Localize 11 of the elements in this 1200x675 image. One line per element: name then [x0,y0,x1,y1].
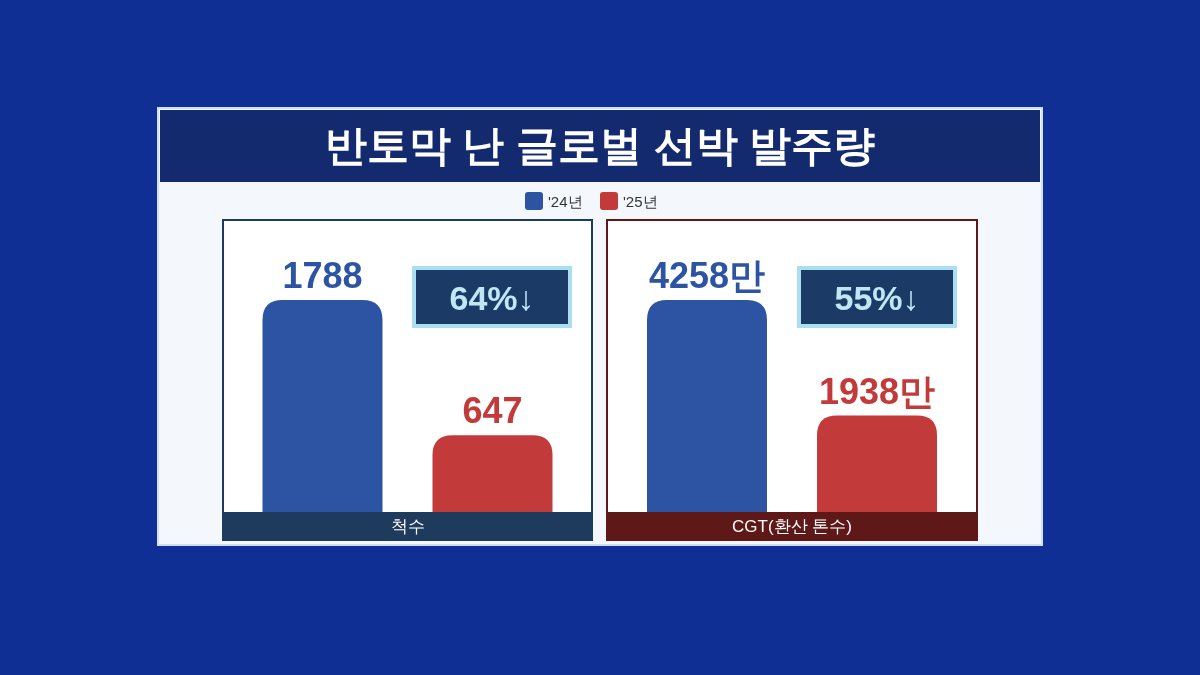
data-label: 1788 [282,255,363,296]
annotation: 64%↓ [449,279,535,317]
legend-label: '24년 [548,193,583,210]
data-label: 647 [462,390,523,432]
data-label: 4258만 [648,255,766,296]
data-label: 1938만 [818,370,936,412]
chart-title: 반토막 난 글로벌 선박 발주량 [324,122,876,169]
legend-label: '25년 [623,193,658,210]
annotation: 55%↓ [834,279,920,317]
x-axis-title: 척수 [390,517,425,536]
x-axis-title: CGT(환산 톤수) [732,517,852,536]
